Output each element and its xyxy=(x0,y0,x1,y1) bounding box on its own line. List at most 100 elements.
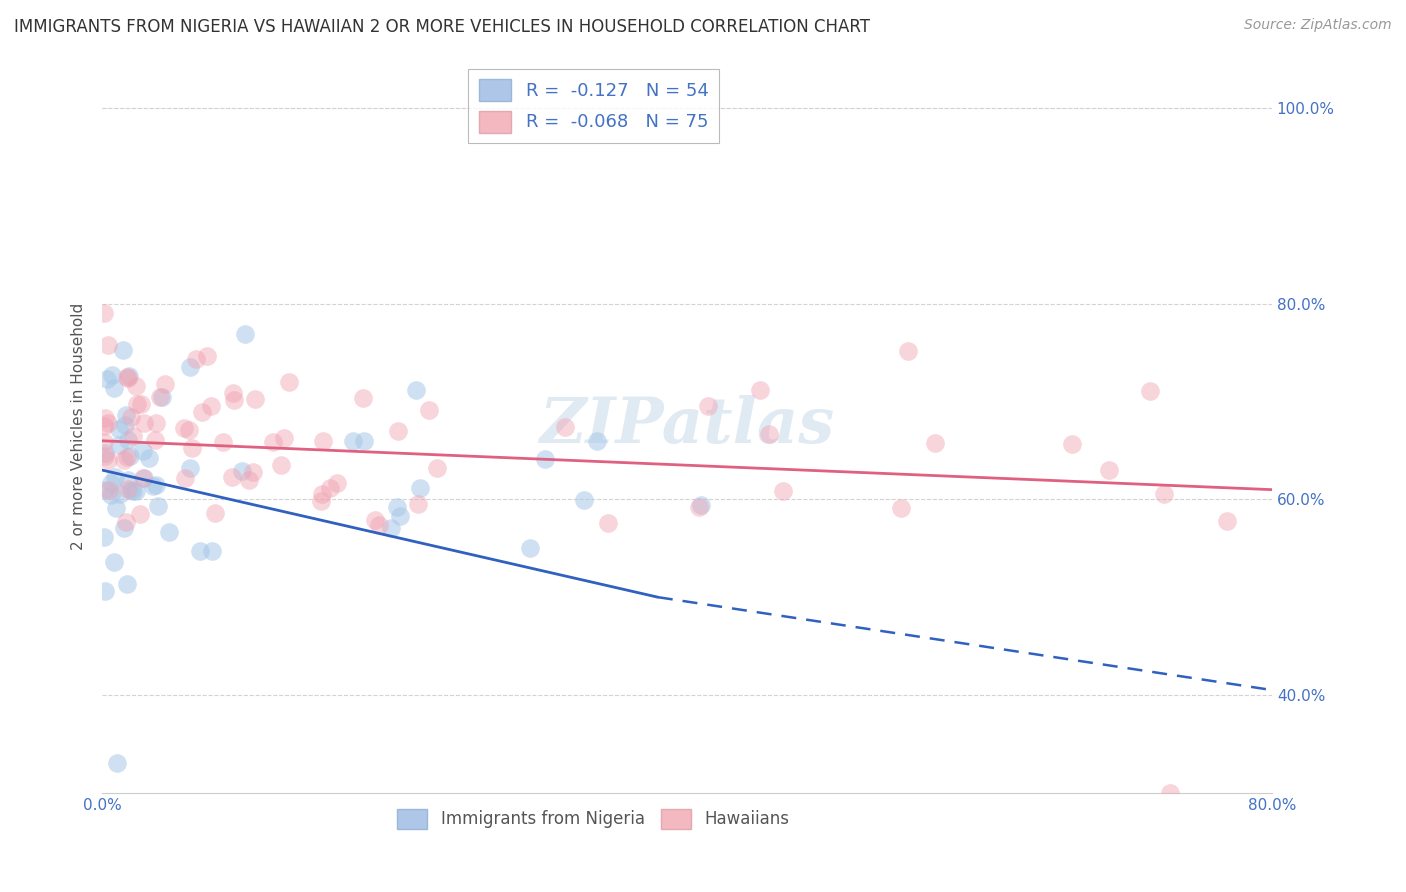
Point xyxy=(125,379,148,393)
Point xyxy=(98,483,121,497)
Point xyxy=(131,444,153,458)
Point xyxy=(112,453,135,467)
Point xyxy=(96,372,118,386)
Point xyxy=(93,584,115,599)
Point xyxy=(426,461,449,475)
Point xyxy=(191,405,214,419)
Point xyxy=(405,383,427,397)
Point xyxy=(93,530,115,544)
Point xyxy=(243,392,266,406)
Point xyxy=(179,423,201,437)
Point xyxy=(188,544,211,558)
Point xyxy=(690,499,713,513)
Point xyxy=(195,349,218,363)
Point xyxy=(143,434,166,448)
Point xyxy=(122,429,145,443)
Point xyxy=(173,471,195,485)
Point xyxy=(278,375,301,389)
Point xyxy=(157,525,180,540)
Point xyxy=(145,416,167,430)
Point xyxy=(108,437,131,451)
Point xyxy=(94,410,117,425)
Point xyxy=(146,500,169,514)
Point xyxy=(94,449,117,463)
Point xyxy=(93,418,115,433)
Point xyxy=(128,507,150,521)
Point xyxy=(148,390,170,404)
Text: ZIPatlas: ZIPatlas xyxy=(540,395,835,457)
Point xyxy=(418,402,440,417)
Point xyxy=(115,369,138,384)
Point xyxy=(749,383,772,397)
Point xyxy=(224,393,246,408)
Point xyxy=(586,434,609,449)
Point xyxy=(132,417,155,431)
Point xyxy=(145,478,167,492)
Point xyxy=(103,555,125,569)
Point xyxy=(533,451,555,466)
Point xyxy=(105,756,128,771)
Point xyxy=(117,433,139,447)
Point xyxy=(897,344,920,359)
Point xyxy=(117,371,139,385)
Point xyxy=(409,481,432,495)
Point xyxy=(153,377,176,392)
Point xyxy=(233,327,256,342)
Point xyxy=(94,446,117,460)
Point xyxy=(112,343,135,357)
Point xyxy=(100,488,122,502)
Point xyxy=(132,471,155,485)
Point xyxy=(112,521,135,535)
Point xyxy=(184,351,207,366)
Point xyxy=(311,493,333,508)
Point xyxy=(222,385,245,400)
Point xyxy=(204,506,226,520)
Point xyxy=(1060,437,1083,451)
Point xyxy=(115,450,138,464)
Point xyxy=(142,479,165,493)
Point xyxy=(104,470,127,484)
Text: IMMIGRANTS FROM NIGERIA VS HAWAIIAN 2 OR MORE VEHICLES IN HOUSEHOLD CORRELATION : IMMIGRANTS FROM NIGERIA VS HAWAIIAN 2 OR… xyxy=(14,18,870,36)
Point xyxy=(1153,486,1175,500)
Point xyxy=(697,399,720,413)
Point xyxy=(270,458,292,472)
Point xyxy=(242,465,264,479)
Point xyxy=(326,475,349,490)
Point xyxy=(596,516,619,531)
Point xyxy=(1215,514,1237,528)
Point xyxy=(758,427,780,442)
Point xyxy=(93,306,115,320)
Point xyxy=(125,397,148,411)
Point xyxy=(122,483,145,498)
Point xyxy=(181,441,204,455)
Point xyxy=(211,435,233,450)
Point xyxy=(108,422,131,436)
Text: Source: ZipAtlas.com: Source: ZipAtlas.com xyxy=(1244,18,1392,32)
Point xyxy=(173,421,195,435)
Point xyxy=(364,513,387,527)
Point xyxy=(772,483,794,498)
Point xyxy=(1159,786,1181,800)
Point xyxy=(114,417,136,432)
Point xyxy=(120,483,142,497)
Point xyxy=(688,500,710,515)
Point xyxy=(519,541,541,555)
Point xyxy=(97,338,120,352)
Point xyxy=(231,464,253,478)
Legend: Immigrants from Nigeria, Hawaiians: Immigrants from Nigeria, Hawaiians xyxy=(391,802,796,836)
Point xyxy=(115,577,138,591)
Point xyxy=(100,475,122,490)
Point xyxy=(117,482,139,496)
Point xyxy=(890,501,912,516)
Point xyxy=(120,449,142,463)
Point xyxy=(179,461,201,475)
Point xyxy=(554,420,576,434)
Point xyxy=(201,544,224,558)
Point xyxy=(93,435,115,450)
Point xyxy=(319,481,342,495)
Point xyxy=(117,473,139,487)
Point xyxy=(572,493,595,508)
Point xyxy=(924,435,946,450)
Point xyxy=(138,450,160,465)
Point xyxy=(150,391,173,405)
